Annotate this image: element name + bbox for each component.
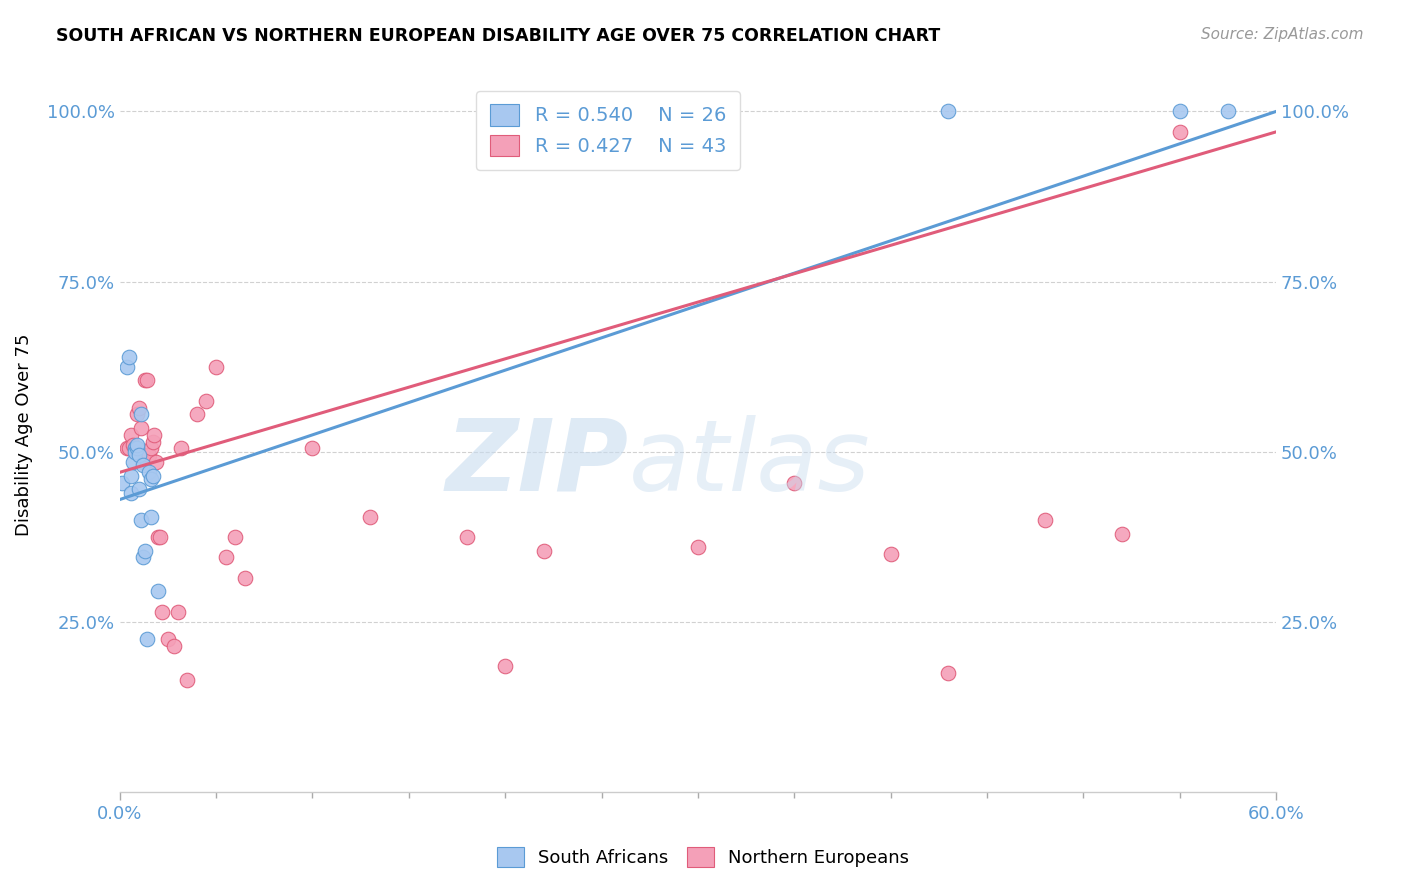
Point bbox=[129, 408, 152, 422]
Point bbox=[135, 373, 157, 387]
Point bbox=[139, 472, 162, 486]
Point bbox=[163, 639, 186, 653]
Point bbox=[120, 485, 142, 500]
Legend: South Africans, Northern Europeans: South Africans, Northern Europeans bbox=[489, 839, 917, 874]
Point bbox=[129, 513, 152, 527]
Point bbox=[1033, 513, 1056, 527]
Point bbox=[141, 434, 163, 449]
Point bbox=[359, 509, 381, 524]
Point bbox=[139, 509, 162, 524]
Point bbox=[1168, 104, 1191, 119]
Point bbox=[494, 659, 516, 673]
Point bbox=[139, 442, 162, 456]
Point bbox=[1111, 526, 1133, 541]
Point bbox=[145, 455, 167, 469]
Point bbox=[128, 483, 150, 497]
Text: Source: ZipAtlas.com: Source: ZipAtlas.com bbox=[1201, 27, 1364, 42]
Text: atlas: atlas bbox=[628, 415, 870, 512]
Point bbox=[132, 458, 155, 473]
Y-axis label: Disability Age Over 75: Disability Age Over 75 bbox=[15, 334, 32, 536]
Point bbox=[117, 442, 139, 456]
Point bbox=[129, 421, 152, 435]
Point bbox=[134, 543, 156, 558]
Point bbox=[118, 350, 141, 364]
Point bbox=[150, 605, 173, 619]
Point bbox=[122, 455, 145, 469]
Point bbox=[138, 465, 160, 479]
Point bbox=[132, 550, 155, 565]
Point bbox=[128, 448, 150, 462]
Point bbox=[127, 442, 149, 456]
Point bbox=[132, 455, 155, 469]
Point bbox=[111, 475, 134, 490]
Point bbox=[134, 373, 156, 387]
Point bbox=[1216, 104, 1239, 119]
Point bbox=[938, 666, 960, 681]
Text: ZIP: ZIP bbox=[446, 415, 628, 512]
Point bbox=[938, 104, 960, 119]
Point bbox=[224, 530, 246, 544]
Point bbox=[195, 393, 218, 408]
Point bbox=[117, 359, 139, 374]
Point bbox=[124, 445, 146, 459]
Point bbox=[879, 547, 901, 561]
Point bbox=[127, 408, 149, 422]
Point bbox=[124, 442, 146, 456]
Point bbox=[456, 530, 478, 544]
Point bbox=[118, 442, 141, 456]
Legend: R = 0.540    N = 26, R = 0.427    N = 43: R = 0.540 N = 26, R = 0.427 N = 43 bbox=[477, 91, 740, 170]
Point bbox=[186, 408, 208, 422]
Point bbox=[1168, 125, 1191, 139]
Point bbox=[132, 448, 155, 462]
Point bbox=[686, 540, 709, 554]
Point bbox=[128, 401, 150, 415]
Point bbox=[122, 438, 145, 452]
Point bbox=[301, 442, 323, 456]
Point bbox=[127, 438, 149, 452]
Point bbox=[533, 543, 555, 558]
Point bbox=[138, 448, 160, 462]
Point bbox=[783, 475, 806, 490]
Point bbox=[143, 428, 166, 442]
Point bbox=[205, 359, 228, 374]
Point bbox=[135, 632, 157, 646]
Point bbox=[120, 428, 142, 442]
Point bbox=[176, 673, 198, 687]
Point bbox=[148, 530, 170, 544]
Point bbox=[120, 468, 142, 483]
Point bbox=[148, 584, 170, 599]
Point bbox=[170, 442, 193, 456]
Point bbox=[149, 530, 172, 544]
Point bbox=[124, 442, 146, 456]
Point bbox=[215, 550, 238, 565]
Point bbox=[233, 571, 256, 585]
Point bbox=[166, 605, 188, 619]
Point bbox=[141, 468, 163, 483]
Point bbox=[156, 632, 179, 646]
Text: SOUTH AFRICAN VS NORTHERN EUROPEAN DISABILITY AGE OVER 75 CORRELATION CHART: SOUTH AFRICAN VS NORTHERN EUROPEAN DISAB… bbox=[56, 27, 941, 45]
